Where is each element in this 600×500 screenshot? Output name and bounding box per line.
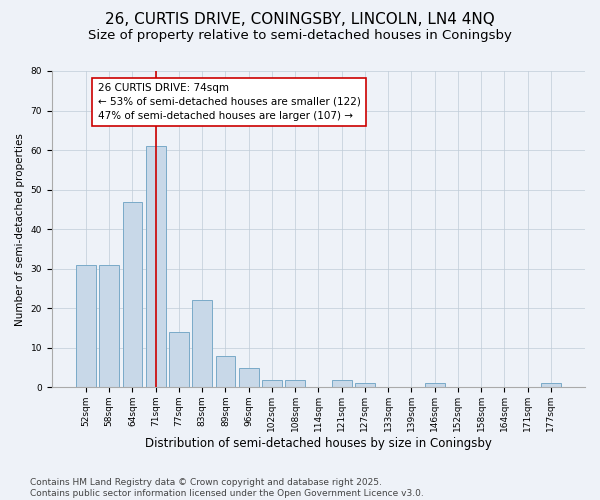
Bar [76, 265, 96, 388]
Bar [192, 300, 212, 388]
Bar [332, 380, 352, 388]
Bar [239, 368, 259, 388]
Bar [541, 384, 561, 388]
Text: 26, CURTIS DRIVE, CONINGSBY, LINCOLN, LN4 4NQ: 26, CURTIS DRIVE, CONINGSBY, LINCOLN, LN… [105, 12, 495, 28]
Text: Contains HM Land Registry data © Crown copyright and database right 2025.
Contai: Contains HM Land Registry data © Crown c… [30, 478, 424, 498]
Bar [285, 380, 305, 388]
Bar [169, 332, 189, 388]
Text: 26 CURTIS DRIVE: 74sqm
← 53% of semi-detached houses are smaller (122)
47% of se: 26 CURTIS DRIVE: 74sqm ← 53% of semi-det… [98, 83, 361, 121]
Bar [215, 356, 235, 388]
Bar [99, 265, 119, 388]
Bar [425, 384, 445, 388]
Bar [262, 380, 282, 388]
Y-axis label: Number of semi-detached properties: Number of semi-detached properties [15, 133, 25, 326]
Bar [122, 202, 142, 388]
X-axis label: Distribution of semi-detached houses by size in Coningsby: Distribution of semi-detached houses by … [145, 437, 492, 450]
Text: Size of property relative to semi-detached houses in Coningsby: Size of property relative to semi-detach… [88, 29, 512, 42]
Bar [355, 384, 375, 388]
Bar [146, 146, 166, 388]
